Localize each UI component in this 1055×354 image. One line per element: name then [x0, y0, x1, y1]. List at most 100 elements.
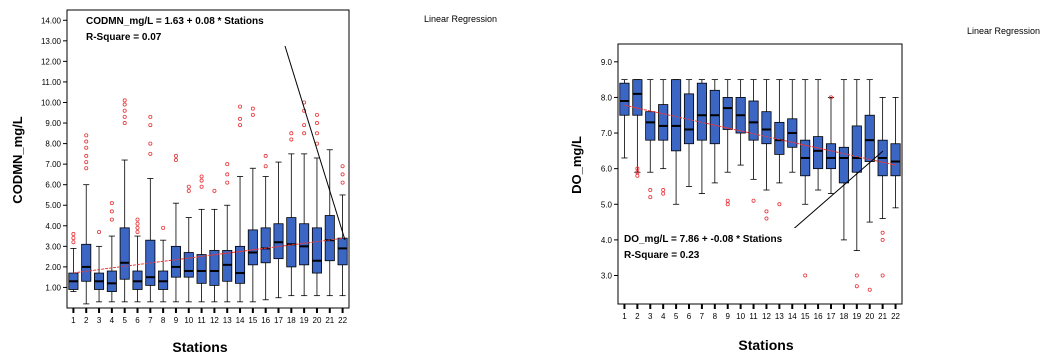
x-tick-label: 21: [878, 312, 887, 321]
outlier-point: [109, 209, 114, 214]
legend-label: Linear Regression: [967, 26, 1040, 36]
x-tick-label: 3: [648, 312, 653, 321]
outlier-point: [263, 164, 268, 169]
outlier-point: [340, 172, 345, 177]
box-plot-station-9: [722, 79, 733, 207]
box-plot-station-13: [222, 162, 233, 303]
y-tick-label: 4.00: [45, 222, 61, 231]
box-iqr: [222, 250, 233, 282]
box-plot-station-18: [838, 79, 849, 241]
box-iqr: [235, 245, 246, 284]
x-tick-label: 20: [313, 316, 322, 325]
r-square-label: R-Square = 0.07: [86, 32, 162, 43]
box-plot-station-2: [81, 133, 92, 305]
chart-do: Linear Regression Stations DO_mg/L 3.0 4.…: [569, 26, 1040, 353]
x-tick-label: 22: [338, 316, 347, 325]
box-iqr: [106, 270, 117, 292]
x-tick-label: 11: [197, 316, 206, 325]
outlier-point: [880, 273, 885, 278]
box-plot-station-15: [800, 79, 811, 278]
box-plot-station-22: [337, 164, 348, 297]
x-tick-label: 14: [236, 316, 245, 325]
box-iqr: [825, 143, 837, 170]
outlier-point: [122, 108, 127, 113]
outlier-point: [635, 173, 640, 178]
box-iqr: [632, 79, 643, 116]
x-tick-label: 14: [788, 312, 797, 321]
box-plot-station-7: [145, 114, 156, 303]
outlier-point: [109, 217, 114, 222]
outlier-point: [289, 137, 294, 142]
r-square-label: R-Square = 0.23: [624, 250, 700, 261]
x-tick-label: 7: [700, 312, 705, 321]
y-tick-label: 8.0: [601, 93, 613, 102]
box-plot-station-5: [119, 98, 130, 303]
box-iqr: [851, 125, 862, 173]
box-plot-station-18: [286, 131, 297, 297]
x-tick-label: 8: [713, 312, 718, 321]
outlier-point: [135, 217, 140, 222]
box-iqr: [273, 223, 284, 260]
box-plot-station-19: [851, 79, 862, 289]
x-tick-label: 15: [801, 312, 810, 321]
box-iqr: [299, 223, 310, 266]
regression-line: [624, 104, 896, 166]
x-tick-label: 18: [839, 312, 848, 321]
y-tick-label: 3.00: [45, 242, 61, 251]
outlier-point: [186, 184, 191, 189]
outlier-point: [122, 121, 127, 126]
box-iqr: [119, 227, 130, 280]
x-tick-label: 17: [827, 312, 836, 321]
box-plot-station-19: [299, 100, 310, 297]
outlier-point: [648, 195, 653, 200]
x-tick-label: 21: [325, 316, 334, 325]
regression-equation: DO_mg/L = 7.86 + -0.08 * Stations: [624, 234, 783, 245]
y-axis-label: CODMN_mg/L: [10, 116, 25, 203]
box-plot-station-15: [247, 106, 258, 303]
x-tick-label: 12: [762, 312, 771, 321]
legend-label: Linear Regression: [424, 14, 497, 24]
box-iqr: [774, 121, 785, 155]
annotation-box: [82, 13, 296, 46]
x-tick-label: 13: [223, 316, 232, 325]
box-plot-station-12: [209, 188, 220, 303]
chart-codmn: Linear Regression Stations CODMN_mg/L 1.…: [10, 9, 497, 354]
box-series: [619, 79, 901, 292]
box-plot-station-8: [158, 225, 169, 303]
y-tick-label: 13.00: [41, 37, 62, 46]
x-tick-label: 2: [84, 316, 89, 325]
box-plot-station-1: [68, 232, 79, 292]
box-iqr: [619, 82, 630, 116]
y-tick-label: 5.0: [601, 200, 613, 209]
box-iqr: [813, 136, 824, 170]
box-plot-station-4: [106, 201, 117, 303]
box-plot-station-11: [196, 174, 207, 303]
outlier-point: [148, 141, 153, 146]
x-tick-label: 17: [274, 316, 283, 325]
y-tick-label: 7.0: [601, 129, 613, 138]
outlier-point: [314, 131, 319, 136]
outlier-point: [314, 121, 319, 126]
outlier-point: [648, 188, 653, 193]
box-iqr: [658, 104, 669, 141]
box-iqr: [709, 89, 720, 145]
box-iqr: [696, 82, 707, 141]
box-plot-station-14: [787, 79, 798, 173]
outlier-point: [725, 198, 730, 203]
y-tick-label: 5.00: [45, 201, 61, 210]
box-plot-station-9: [170, 153, 181, 303]
outlier-point: [829, 95, 834, 100]
x-tick-label: 3: [97, 316, 102, 325]
outlier-point: [122, 114, 127, 119]
y-tick-label: 6.0: [601, 165, 613, 174]
y-axis-label: DO_mg/L: [569, 136, 584, 194]
box-iqr: [761, 111, 772, 145]
outlier-point: [212, 188, 217, 193]
outlier-point: [302, 123, 307, 128]
box-iqr: [890, 143, 901, 177]
box-plot-station-8: [709, 79, 720, 184]
outlier-point: [854, 273, 859, 278]
outlier-point: [148, 151, 153, 156]
box-plot-station-20: [311, 112, 322, 297]
x-tick-label: 4: [110, 316, 115, 325]
